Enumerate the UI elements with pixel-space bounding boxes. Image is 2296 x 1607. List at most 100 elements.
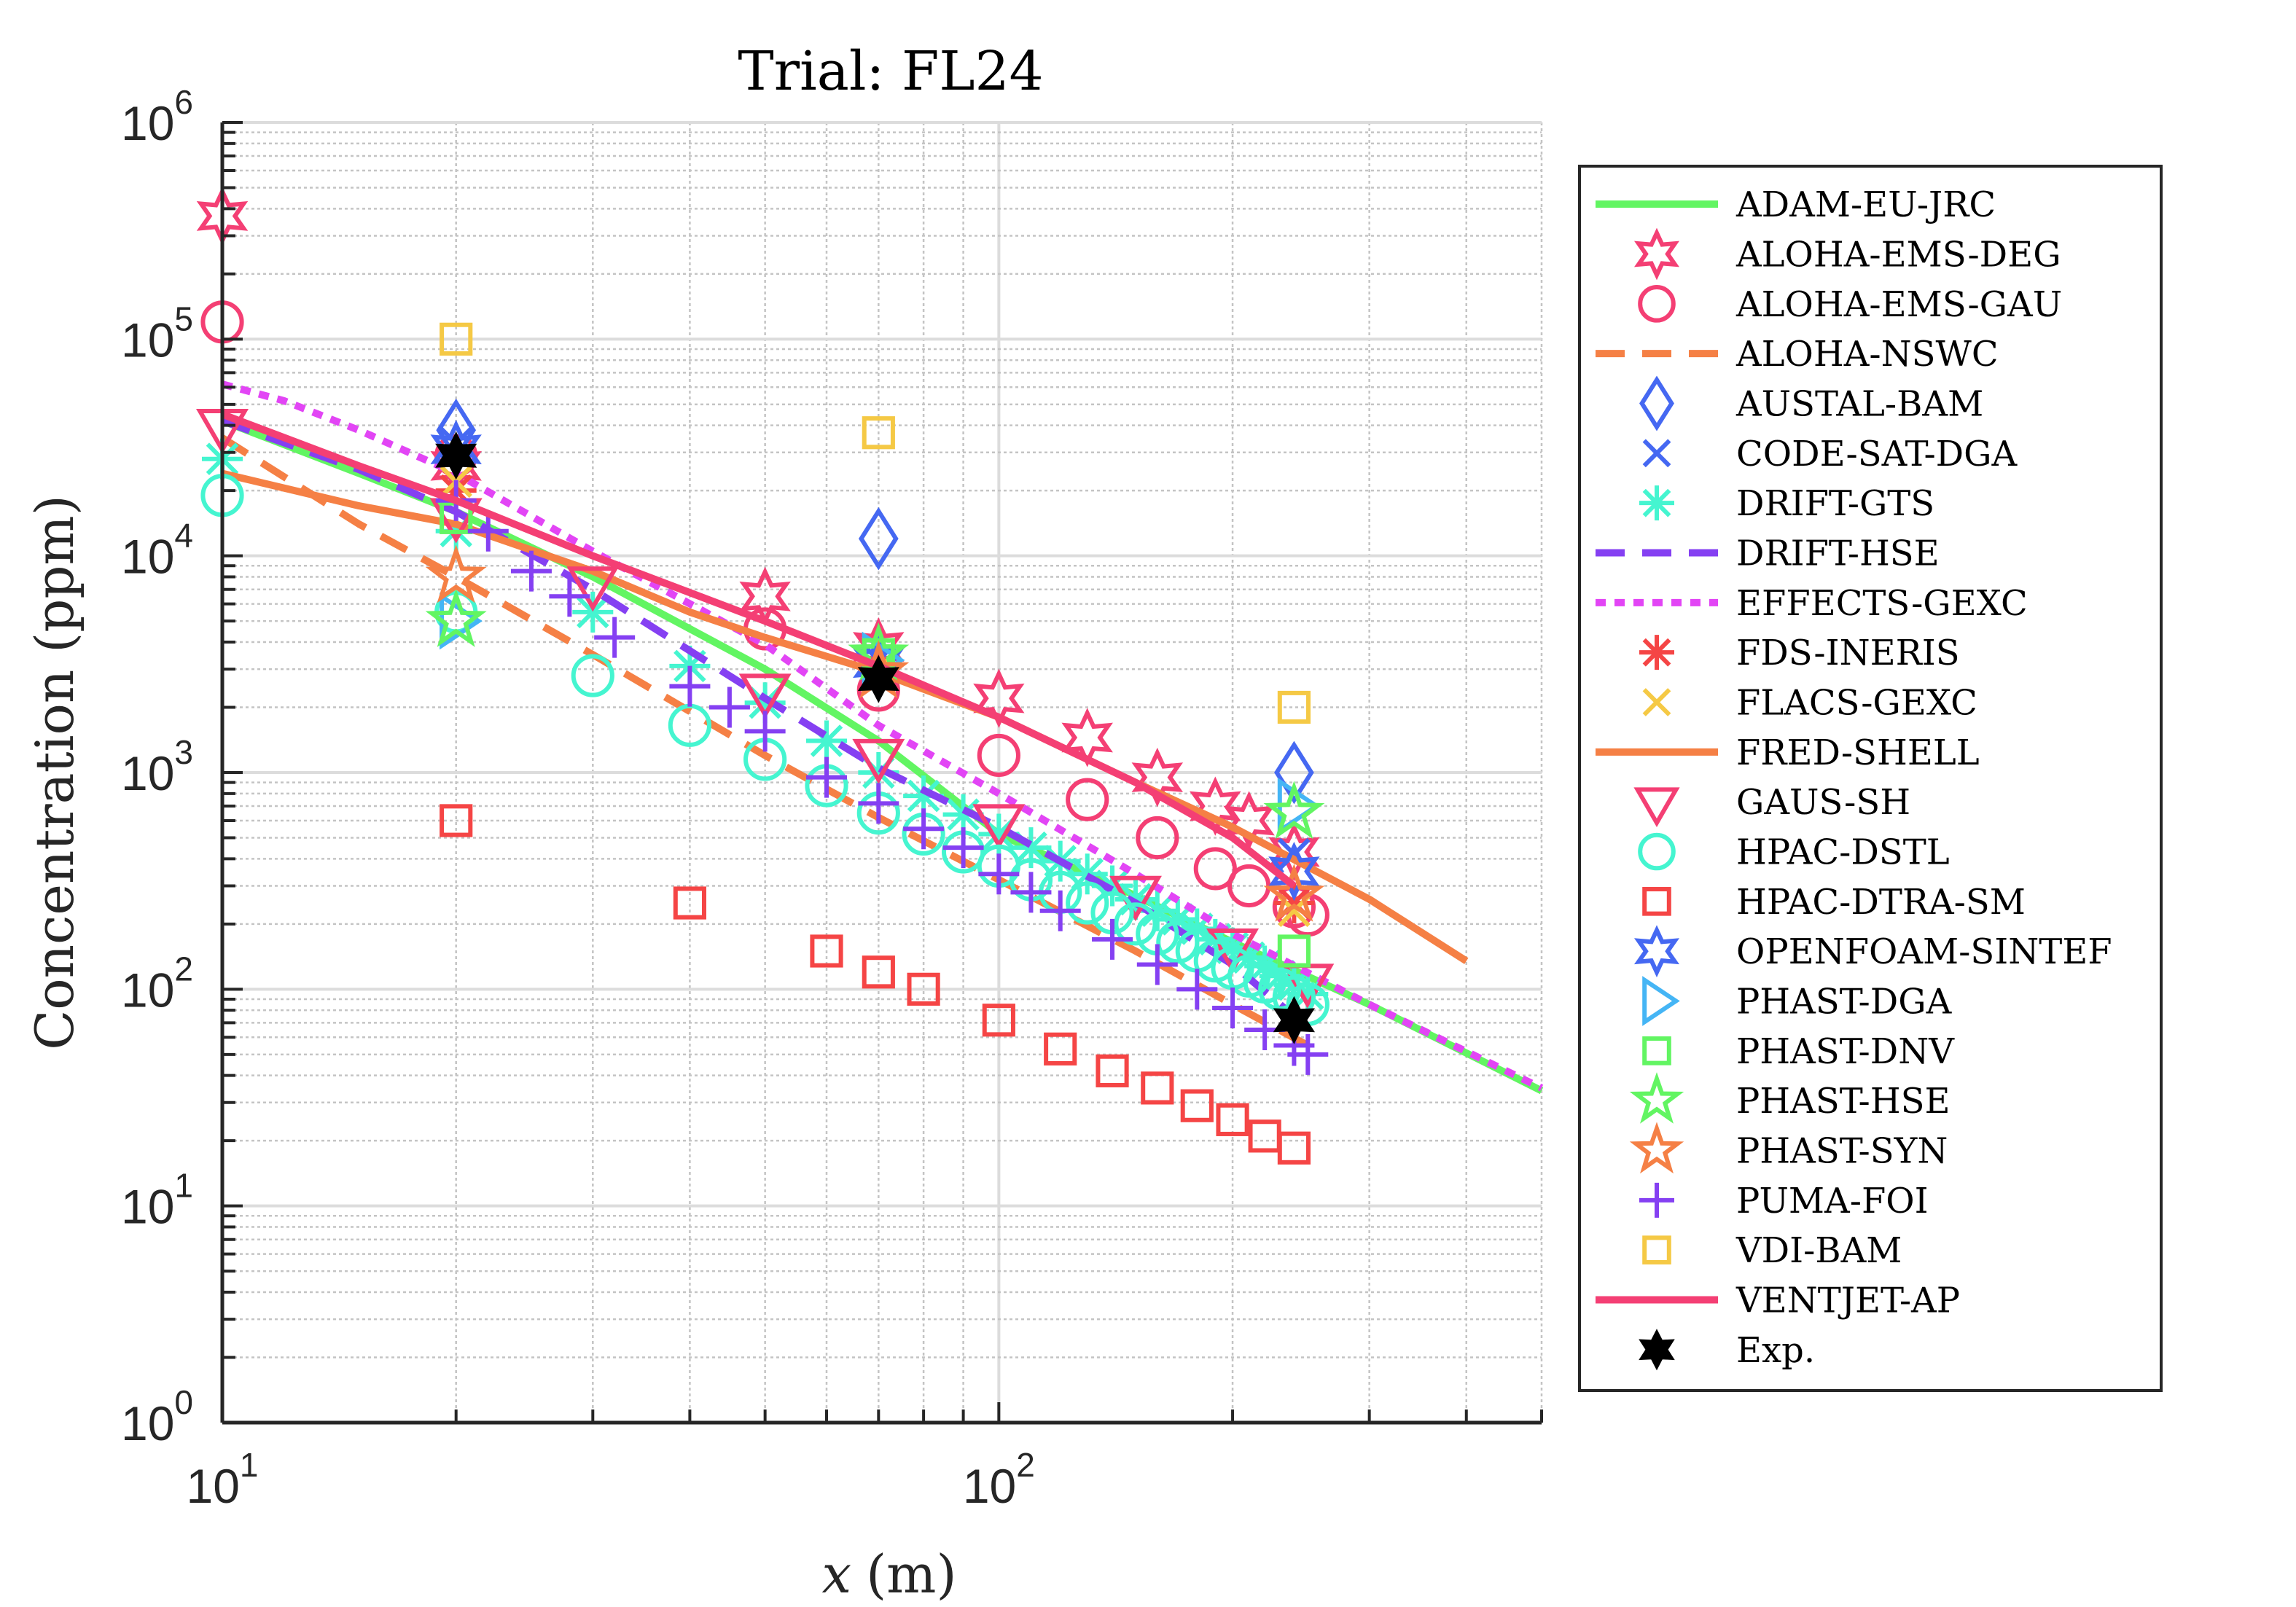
series-line: [221, 380, 1544, 1092]
series-phast-syn: [425, 544, 1325, 922]
axes: [220, 121, 1543, 1425]
x-axis-label-var: x: [821, 1544, 851, 1605]
legend-item: FLACS-GEXC: [1642, 683, 1977, 724]
data-point: [425, 589, 487, 647]
x-stroke: [1642, 439, 1671, 468]
legend-label: ALOHA-EMS-DEG: [1735, 235, 2061, 275]
legend-label: DRIFT-HSE: [1736, 533, 1940, 574]
legend-marker-swatch: [1642, 887, 1671, 916]
data-point: [566, 566, 620, 612]
data-point: [440, 322, 473, 356]
data-point: [1141, 1071, 1174, 1105]
data-point: [572, 591, 614, 633]
data-point: [440, 804, 473, 837]
data-point: [669, 665, 711, 707]
data-point: [549, 576, 590, 617]
y-tick-exponent: 6: [174, 83, 193, 121]
data-point: [858, 507, 899, 571]
legend-item: FDS-INERIS: [1639, 633, 1960, 673]
data-point: [1216, 1103, 1249, 1136]
data-point: [744, 711, 786, 752]
data-point: [862, 955, 895, 989]
legend-label: PHAST-DNV: [1736, 1031, 1955, 1072]
legend-item: Exp.: [1639, 1329, 1815, 1371]
y-tick-base: 10: [121, 313, 174, 367]
legend-marker-swatch: [1639, 635, 1674, 670]
legend-label: OPENFOAM-SINTEF: [1736, 931, 2112, 972]
data-point: [1010, 872, 1052, 913]
x-tick-label: 102: [963, 1446, 1035, 1513]
legend-label: Exp.: [1736, 1330, 1815, 1371]
legend-label: FLACS-GEXC: [1736, 683, 1977, 724]
data-point: [594, 617, 636, 658]
data-point: [435, 431, 477, 480]
legend-label: EFFECTS-GEXC: [1736, 583, 2028, 624]
data-point: [857, 654, 899, 703]
y-tick-base: 10: [121, 1180, 174, 1234]
legend-marker-swatch: [1629, 1122, 1684, 1174]
data-point: [571, 654, 614, 697]
data-point: [1263, 863, 1325, 922]
series-vdi-bam: [440, 322, 1311, 724]
legend-label: DRIFT-GTS: [1736, 483, 1934, 524]
data-point: [942, 827, 984, 869]
asterisk-stroke: [907, 779, 940, 813]
x-tick-exponent: 1: [240, 1446, 259, 1484]
series-ventjet-ap: [221, 410, 1297, 889]
asterisk-stroke: [577, 595, 609, 629]
data-point: [708, 687, 750, 728]
legend-marker-swatch: [1633, 787, 1680, 827]
legend-label: VENTJET-AP: [1735, 1280, 1960, 1321]
legend-label: HPAC-DSTL: [1736, 832, 1950, 873]
x-axis-label-unit: (m): [866, 1544, 956, 1605]
asterisk-stroke: [749, 686, 781, 719]
legend-box: [1578, 165, 2163, 1392]
series-layer: [195, 186, 1544, 1165]
legend-item: CODE-SAT-DGA: [1642, 434, 2018, 474]
legend-item: VDI-BAM: [1642, 1230, 1902, 1271]
y-tick-label: 100: [121, 1383, 193, 1450]
legend-label: PHAST-HSE: [1736, 1081, 1951, 1122]
legend-item: PHAST-SYN: [1629, 1122, 1948, 1174]
legend-label: PUMA-FOI: [1736, 1181, 1929, 1221]
legend-label: PHAST-DGA: [1736, 982, 1953, 1023]
legend-label: ADAM-EU-JRC: [1735, 184, 1996, 225]
legend-label: ALOHA-NSWC: [1735, 334, 1999, 375]
series-effects-gexc: [221, 380, 1544, 1092]
data-point: [1176, 969, 1218, 1010]
y-tick-exponent: 4: [174, 517, 193, 555]
legend-label: PHAST-SYN: [1736, 1131, 1948, 1172]
legend-item: PHAST-DNV: [1642, 1031, 1955, 1072]
legend-item: ALOHA-EMS-DEG: [1633, 227, 2061, 281]
x-tick-base: 10: [963, 1459, 1016, 1513]
y-tick-exponent: 5: [174, 300, 193, 337]
data-point: [977, 733, 1020, 778]
data-point: [972, 804, 1026, 850]
data-point: [510, 550, 552, 592]
data-point: [1277, 1131, 1311, 1165]
data-point: [673, 886, 707, 920]
data-point: [1096, 1054, 1129, 1087]
data-point: [862, 416, 895, 450]
legend-label: AUSTAL-BAM: [1735, 384, 1983, 425]
series-hpac-dstl: [200, 474, 1329, 1026]
data-point: [903, 808, 945, 850]
legend-label: VDI-BAM: [1735, 1230, 1902, 1271]
y-tick-exponent: 3: [174, 733, 193, 771]
data-point: [978, 853, 1020, 895]
data-point: [1273, 996, 1315, 1044]
y-tick-exponent: 2: [174, 950, 193, 988]
legend-item: DRIFT-HSE: [1596, 533, 1940, 574]
data-point: [1277, 690, 1311, 724]
legend-marker-swatch: [1642, 976, 1680, 1026]
legend: ADAM-EU-JRC ALOHA-EMS-DEG ALOHA-EMS-GAU ALO…: [1578, 165, 2163, 1392]
legend-label: CODE-SAT-DGA: [1736, 434, 2018, 474]
asterisk-stroke: [1015, 831, 1047, 864]
legend-marker-swatch: [1642, 1235, 1671, 1264]
data-point: [852, 738, 905, 785]
data-point: [982, 1004, 1015, 1037]
x-tick-exponent: 2: [1016, 1446, 1035, 1484]
data-point: [1136, 816, 1179, 860]
series-exp: [435, 431, 1315, 1044]
